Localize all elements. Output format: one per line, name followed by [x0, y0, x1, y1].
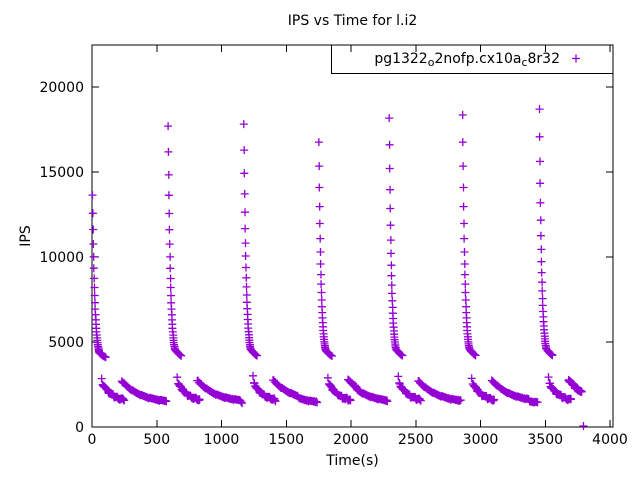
chart-title: IPS vs Time for l.i2 — [287, 13, 418, 29]
x-axis-ticks — [91, 45, 611, 427]
x-tick-label: 1000 — [204, 432, 240, 448]
x-tick-labels: 0 500 1000 1500 2000 2500 3000 3500 4000 — [88, 432, 628, 448]
legend: pg1322o2nofp.cx10ac8r32 — [331, 45, 613, 74]
x-tick-label: 3000 — [463, 432, 499, 448]
y-tick-labels: 0 5000 10000 15000 20000 — [39, 80, 84, 436]
y-tick-label: 0 — [75, 420, 84, 436]
y-tick-label: 15000 — [39, 165, 84, 181]
plot-border — [91, 44, 614, 428]
y-tick-label: 20000 — [39, 80, 84, 96]
legend-marker-icon — [572, 54, 580, 63]
x-tick-label: 0 — [88, 432, 97, 448]
legend-label: pg1322o2nofp.cx10ac8r32 — [374, 51, 560, 69]
series-points — [88, 105, 588, 430]
y-tick-label: 5000 — [48, 335, 84, 351]
x-tick-label: 4000 — [592, 432, 628, 448]
x-tick-label: 2500 — [398, 432, 434, 448]
x-tick-label: 3500 — [527, 432, 563, 448]
y-axis-ticks — [92, 86, 613, 428]
x-tick-label: 1500 — [268, 432, 304, 448]
legend-box — [331, 45, 613, 74]
x-tick-label: 2000 — [333, 432, 369, 448]
x-axis-label: Time(s) — [326, 453, 379, 469]
y-tick-label: 10000 — [39, 250, 84, 266]
x-tick-label: 500 — [143, 432, 170, 448]
